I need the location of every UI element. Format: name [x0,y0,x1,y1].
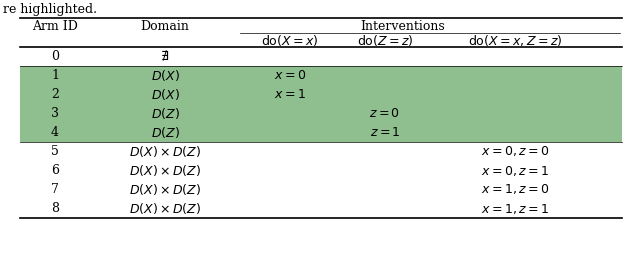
Text: $D(X)\times D(Z)$: $D(X)\times D(Z)$ [129,163,201,178]
Text: Interventions: Interventions [360,20,445,32]
Text: $\mathrm{do}(X=x,Z=z)$: $\mathrm{do}(X=x,Z=z)$ [468,32,562,48]
Text: 0: 0 [51,50,59,63]
Text: 3: 3 [51,107,59,120]
Text: $x=0,z=1$: $x=0,z=1$ [481,164,549,178]
Text: 5: 5 [51,145,59,158]
Text: $x=0$: $x=0$ [274,69,306,82]
Text: $x=1,z=0$: $x=1,z=0$ [481,183,549,197]
Text: $x=1$: $x=1$ [274,88,306,101]
Text: $x=1,z=1$: $x=1,z=1$ [481,202,549,216]
Text: $x=0,z=0$: $x=0,z=0$ [481,144,549,158]
Text: $D(Z)$: $D(Z)$ [150,125,179,140]
Text: re highlighted.: re highlighted. [3,3,97,16]
Text: 4: 4 [51,126,59,139]
Bar [20,66,622,142]
Text: $z=1$: $z=1$ [370,126,401,139]
Text: $z=0$: $z=0$ [369,107,401,120]
Text: $D(X)$: $D(X)$ [150,68,179,83]
Text: 1: 1 [51,69,59,82]
Text: 7: 7 [51,183,59,196]
Text: $\nexists$: $\nexists$ [161,49,170,64]
Text: $\mathrm{do}(X=x)$: $\mathrm{do}(X=x)$ [261,32,319,48]
Text: $D(X)\times D(Z)$: $D(X)\times D(Z)$ [129,144,201,159]
Text: 6: 6 [51,164,59,177]
Text: 8: 8 [51,202,59,215]
Text: 2: 2 [51,88,59,101]
Text: $D(Z)$: $D(Z)$ [150,106,179,121]
Text: $D(X)\times D(Z)$: $D(X)\times D(Z)$ [129,182,201,197]
Text: Arm ID: Arm ID [32,20,78,32]
Text: $\mathrm{do}(Z=z)$: $\mathrm{do}(Z=z)$ [356,32,413,48]
Text: $D(X)$: $D(X)$ [150,87,179,102]
Text: $D(X)\times D(Z)$: $D(X)\times D(Z)$ [129,201,201,216]
Text: Domain: Domain [141,20,189,32]
